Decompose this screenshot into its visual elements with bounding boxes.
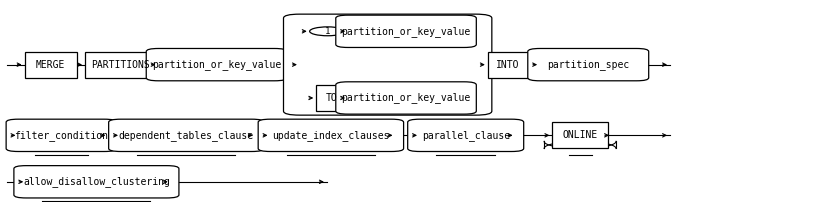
Text: parallel_clause: parallel_clause — [422, 130, 510, 141]
Text: allow_disallow_clustering: allow_disallow_clustering — [23, 176, 170, 187]
Text: update_index_clauses: update_index_clauses — [272, 130, 390, 141]
Bar — [552, 122, 608, 148]
Text: partition_or_key_value: partition_or_key_value — [342, 26, 471, 37]
Bar — [85, 52, 157, 78]
Bar — [25, 52, 77, 78]
Text: INTO: INTO — [497, 60, 520, 70]
Text: 1: 1 — [325, 27, 330, 36]
Text: filter_condition: filter_condition — [14, 130, 109, 141]
FancyBboxPatch shape — [283, 14, 492, 115]
FancyBboxPatch shape — [408, 119, 524, 152]
Bar — [488, 52, 529, 78]
FancyBboxPatch shape — [336, 15, 476, 47]
Text: PARTITIONS: PARTITIONS — [92, 60, 150, 70]
FancyBboxPatch shape — [14, 166, 179, 198]
Text: partition_or_key_value: partition_or_key_value — [152, 59, 281, 70]
FancyBboxPatch shape — [258, 119, 404, 152]
Text: dependent_tables_clause: dependent_tables_clause — [118, 130, 254, 141]
FancyBboxPatch shape — [528, 48, 649, 81]
Text: MERGE: MERGE — [36, 60, 65, 70]
FancyBboxPatch shape — [6, 119, 117, 152]
Bar — [316, 85, 347, 111]
FancyBboxPatch shape — [336, 82, 476, 114]
FancyBboxPatch shape — [146, 48, 287, 81]
Text: ONLINE: ONLINE — [562, 130, 598, 140]
Text: partition_spec: partition_spec — [547, 59, 629, 70]
Text: TO: TO — [326, 93, 337, 103]
Text: partition_or_key_value: partition_or_key_value — [342, 93, 471, 103]
FancyBboxPatch shape — [109, 119, 264, 152]
